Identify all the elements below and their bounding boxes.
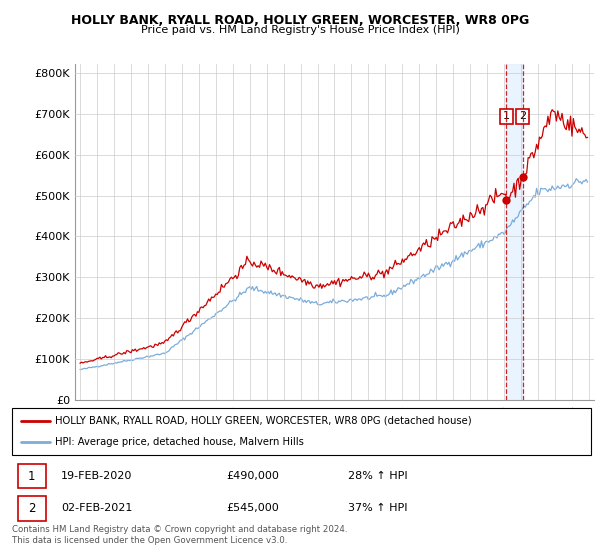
Text: 37% ↑ HPI: 37% ↑ HPI: [348, 503, 407, 514]
Bar: [18, 464, 46, 488]
Text: HPI: Average price, detached house, Malvern Hills: HPI: Average price, detached house, Malv…: [55, 437, 304, 447]
Text: 2: 2: [519, 111, 526, 122]
Text: 2: 2: [28, 502, 35, 515]
Text: 02-FEB-2021: 02-FEB-2021: [61, 503, 133, 514]
Text: Contains HM Land Registry data © Crown copyright and database right 2024.
This d: Contains HM Land Registry data © Crown c…: [12, 525, 347, 545]
Text: 19-FEB-2020: 19-FEB-2020: [61, 471, 133, 481]
Text: £490,000: £490,000: [226, 471, 279, 481]
Bar: [18, 496, 46, 521]
Text: HOLLY BANK, RYALL ROAD, HOLLY GREEN, WORCESTER, WR8 0PG (detached house): HOLLY BANK, RYALL ROAD, HOLLY GREEN, WOR…: [55, 416, 472, 426]
Bar: [506, 64, 523, 400]
Text: £545,000: £545,000: [226, 503, 279, 514]
Text: 1: 1: [28, 470, 35, 483]
Text: HOLLY BANK, RYALL ROAD, HOLLY GREEN, WORCESTER, WR8 0PG: HOLLY BANK, RYALL ROAD, HOLLY GREEN, WOR…: [71, 14, 529, 27]
Text: 1: 1: [503, 111, 510, 122]
Text: Price paid vs. HM Land Registry's House Price Index (HPI): Price paid vs. HM Land Registry's House …: [140, 25, 460, 35]
Text: 28% ↑ HPI: 28% ↑ HPI: [348, 471, 407, 481]
